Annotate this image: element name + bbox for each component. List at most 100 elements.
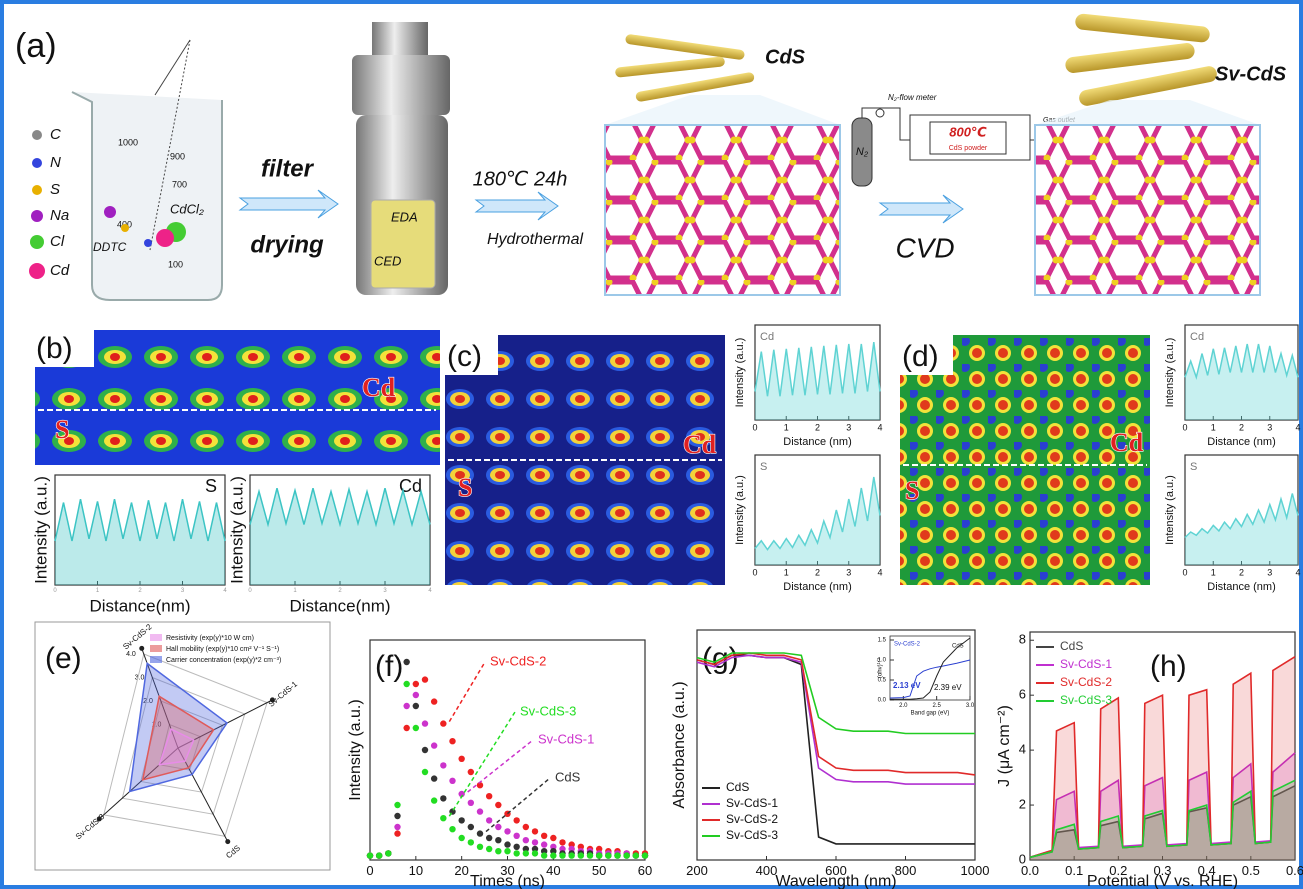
- data-point: [513, 850, 520, 857]
- data-point: [440, 815, 447, 822]
- y-axis-label: J (μA cm⁻²): [996, 705, 1013, 787]
- annotation-arrow: [448, 661, 486, 722]
- autoclave-cap: [372, 22, 428, 57]
- data-point: [614, 852, 621, 859]
- step-label: 180℃ 24h: [473, 168, 568, 190]
- data-point: [394, 830, 401, 837]
- x-tick-label: 1: [1211, 422, 1216, 432]
- series-line: [890, 637, 971, 700]
- r-tick-label: 1.0: [152, 721, 162, 728]
- autoclave-liner: [370, 199, 436, 289]
- data-point: [495, 823, 502, 831]
- data-point: [595, 852, 603, 859]
- x-tick-label: 0.5: [1242, 863, 1260, 878]
- x-tick-label: 20: [454, 863, 468, 878]
- legend-label: Sv-CdS-2: [726, 812, 778, 826]
- process-arrow: [238, 189, 339, 219]
- radar-area: [158, 728, 195, 766]
- r-tick-label: 2.0: [143, 698, 153, 705]
- data-point: [495, 801, 502, 809]
- map-label: Cd: [362, 373, 396, 402]
- data-point: [403, 724, 410, 732]
- plot-frame: [369, 639, 646, 861]
- map-label: Cd: [1110, 428, 1144, 457]
- y-axis-label: Intensity (a.u.): [31, 476, 50, 584]
- panel-label: (f): [375, 650, 403, 683]
- x-tick-label: 3: [846, 567, 851, 577]
- plot-title: Cd: [399, 476, 422, 496]
- atom-map: [900, 335, 1150, 585]
- data-point: [449, 738, 456, 745]
- data-point: [513, 817, 520, 824]
- x-tick-label: 4: [1295, 567, 1300, 577]
- area-fill: [1185, 344, 1298, 420]
- radar-axis: [98, 747, 179, 820]
- data-point: [641, 852, 649, 859]
- y-axis-label: Intensity (a.u.): [1164, 475, 1176, 545]
- nanorod: [1075, 13, 1210, 43]
- data-point: [421, 676, 429, 683]
- atom-icon: [32, 185, 42, 195]
- autoclave-cap: [352, 55, 450, 115]
- x-tick-label: 30: [500, 863, 514, 878]
- data-point: [531, 845, 539, 853]
- series-line: [1029, 779, 1296, 859]
- x-axis-label: Wavelength (nm): [775, 873, 896, 889]
- solvent-label: CED: [374, 253, 401, 268]
- y-tick-label: 0: [1019, 851, 1026, 866]
- x-tick-label: 3: [1267, 567, 1272, 577]
- molecule: [156, 229, 174, 247]
- area-fill: [1030, 752, 1295, 860]
- data-point: [458, 755, 465, 762]
- flow-meter-label: N₂-flow meter: [888, 93, 937, 102]
- y-tick-label: 4: [1019, 742, 1026, 757]
- data-point: [476, 830, 484, 837]
- radar-axis-end: [139, 645, 145, 651]
- x-axis-label: Distance (nm): [783, 581, 851, 593]
- x-tick-label: 600: [825, 863, 847, 878]
- radar-area: [128, 662, 229, 793]
- annotation: 2.13 eV: [893, 681, 921, 690]
- legend-label: Sv-CdS-3: [1060, 693, 1112, 707]
- data-point: [440, 762, 447, 769]
- data-point: [467, 799, 475, 806]
- data-point: [495, 837, 502, 844]
- area-fill: [1030, 785, 1295, 860]
- x-tick-label: 3: [181, 588, 185, 594]
- data-point: [449, 826, 456, 833]
- legend-label: Carrier concentration (exp(y)*2 cm⁻³): [166, 657, 281, 664]
- x-tick-label: 4: [877, 567, 882, 577]
- legend-label: Hall mobility (exp(y)*10 cm² V⁻¹ S⁻¹): [166, 646, 279, 653]
- plot-title: Cd: [760, 331, 774, 343]
- x-tick-label: 1: [784, 567, 789, 577]
- x-tick-label: 2.0: [899, 703, 908, 709]
- data-point: [568, 845, 575, 853]
- profile-line: [754, 342, 881, 397]
- legend-label: CdS: [1060, 639, 1083, 653]
- data-point: [568, 852, 575, 859]
- x-tick-label: 4: [428, 588, 432, 594]
- series-label: Sv-CdS-2: [894, 642, 921, 648]
- data-point: [595, 845, 603, 853]
- data-point: [476, 843, 484, 850]
- x-tick-label: 0.3: [1153, 863, 1171, 878]
- plot-title: Cd: [1190, 331, 1204, 343]
- data-point: [632, 852, 640, 859]
- x-tick-label: 10: [409, 863, 423, 878]
- data-point: [430, 775, 438, 782]
- process-arrow: [878, 194, 964, 224]
- x-tick-label: 3: [1267, 422, 1272, 432]
- y-tick-label: 8: [1019, 632, 1026, 647]
- area-fill: [755, 342, 880, 420]
- panel-label: (d): [902, 340, 939, 373]
- label-notch: [32, 322, 94, 367]
- x-axis-label: Distance(nm): [89, 596, 190, 615]
- beaker-scale: 700: [172, 179, 187, 189]
- x-tick-label: 50: [592, 863, 606, 878]
- y-tick-label: 0.0: [878, 698, 887, 704]
- data-point: [531, 839, 539, 846]
- data-point: [412, 702, 420, 710]
- legend-label: Sv-CdS-3: [726, 828, 778, 842]
- process-arrow: [474, 191, 559, 221]
- y-tick-label: 1.5: [878, 638, 887, 644]
